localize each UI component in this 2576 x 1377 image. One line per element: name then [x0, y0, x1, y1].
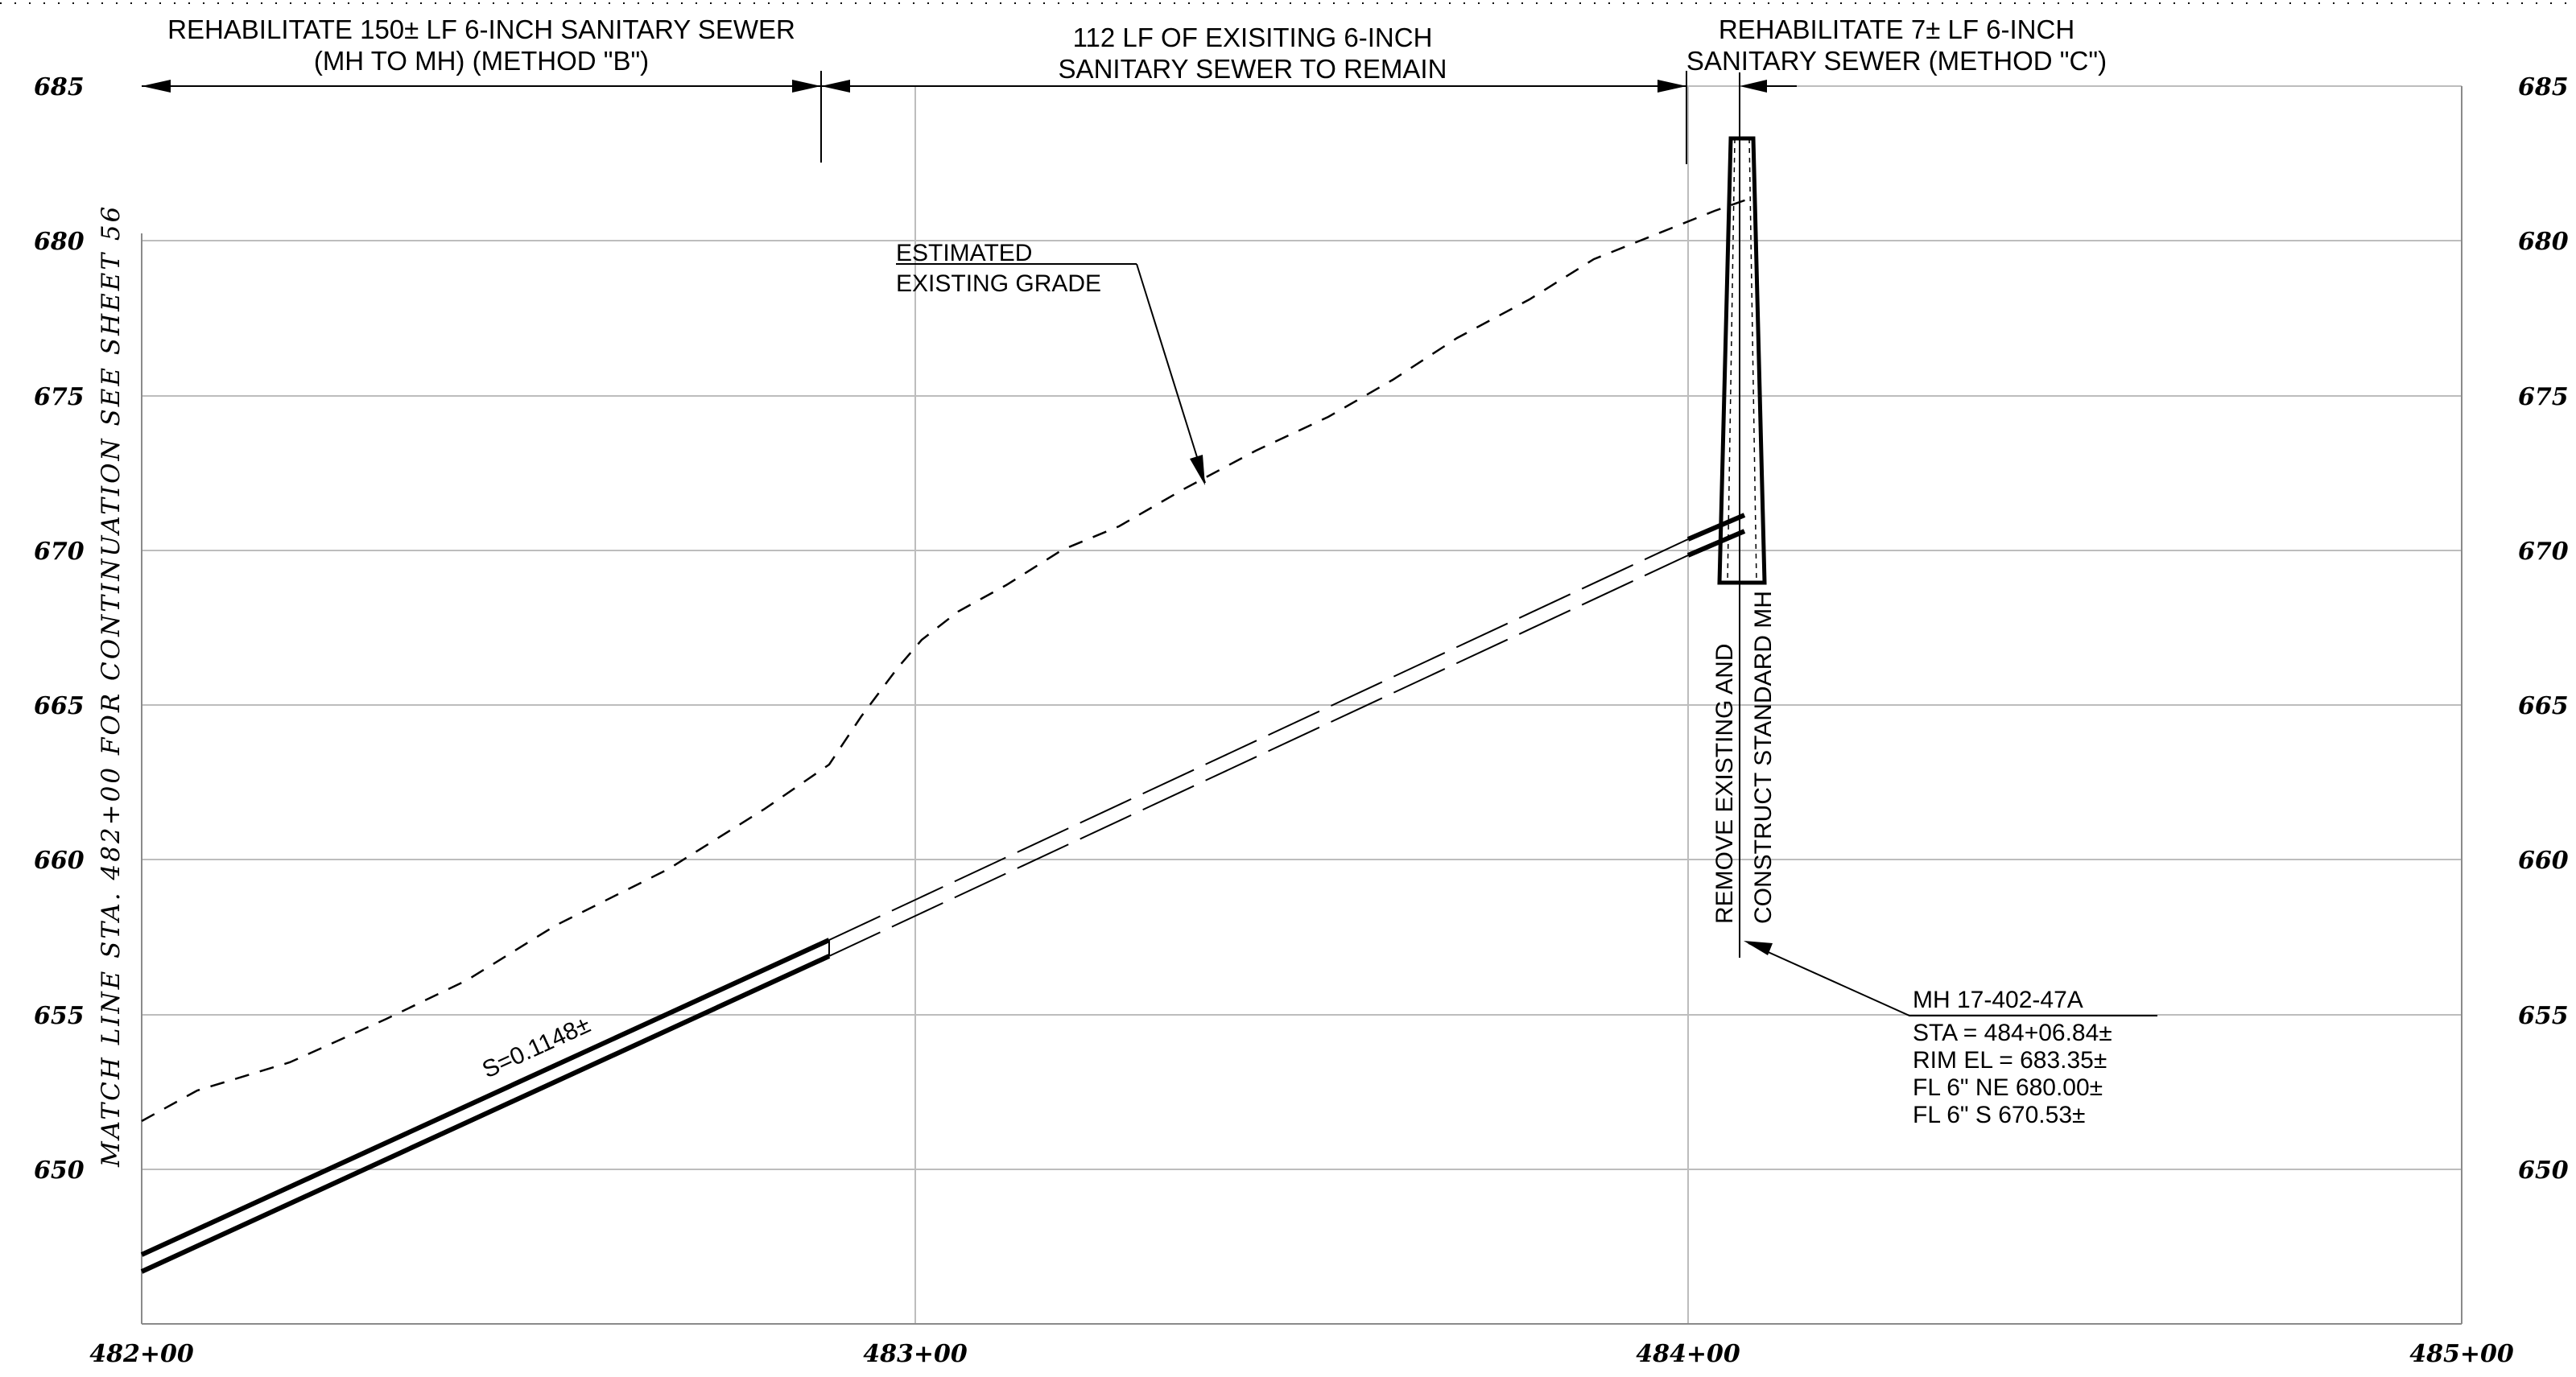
manhole-structure [1717, 136, 1767, 585]
station-label: 482+00 [89, 1340, 194, 1368]
elevation-label: 685 [34, 73, 85, 101]
elevation-label: 650 [34, 1156, 85, 1185]
elevation-label: 660 [34, 847, 85, 875]
station-label: 484+00 [1636, 1340, 1740, 1368]
elevation-label: 650 [2518, 1156, 2569, 1185]
elevation-label: 655 [2518, 1002, 2569, 1030]
dimension-notes: REHABILITATE 150± LF 6-INCH SANITARY SEW… [167, 14, 2107, 84]
method-c-note-line1: REHABILITATE 7± LF 6-INCH [1719, 14, 2074, 44]
existing-pipe-to-remain [828, 538, 1689, 957]
elevation-label: 670 [2518, 538, 2569, 566]
elevation-label: 665 [34, 692, 85, 720]
elevation-labels-left: 685 680 675 670 665 660 655 650 [34, 73, 85, 1185]
manhole-rim-elevation: RIM EL = 683.35± [1913, 1047, 2107, 1074]
manhole-note: REMOVE EXISTING AND CONSTRUCT STANDARD M… [1711, 591, 1777, 924]
grade-label: ESTIMATED EXISTING GRADE [896, 240, 1206, 485]
manhole-id: MH 17-402-47A [1913, 987, 2083, 1013]
elevation-label: 685 [2518, 73, 2569, 101]
station-label: 483+00 [863, 1340, 968, 1368]
manhole-station: STA = 484+06.84± [1913, 1020, 2112, 1046]
existing-grade-line [141, 198, 1748, 1123]
match-line-note: MATCH LINE STA. 482+00 FOR CONTINUATION … [97, 204, 126, 1168]
rehab-pipe-method-b [140, 938, 831, 1274]
grade-label-line1: ESTIMATED [896, 240, 1032, 266]
elevation-labels-right: 685 680 675 670 665 660 655 650 [2518, 73, 2569, 1185]
method-b-note-line1: REHABILITATE 150± LF 6-INCH SANITARY SEW… [167, 14, 795, 44]
manhole-note-line1: REMOVE EXISTING AND [1711, 644, 1738, 924]
manhole-callout: MH 17-402-47A STA = 484+06.84± RIM EL = … [1744, 941, 2157, 1128]
elevation-label: 665 [2518, 692, 2569, 720]
station-label: 485+00 [2409, 1340, 2514, 1368]
remain-note-line1: 112 LF OF EXISITING 6-INCH [1073, 23, 1433, 52]
elevation-label: 680 [2518, 228, 2569, 256]
dimension-lines [142, 71, 1797, 958]
manhole-flowline-s: FL 6" S 670.53± [1913, 1102, 2085, 1128]
grade-label-line2: EXISTING GRADE [896, 270, 1101, 297]
profile-grid [141, 85, 2462, 1325]
elevation-label: 675 [34, 383, 85, 411]
rehab-pipe-method-c [1686, 513, 1746, 558]
manhole-flowline-ne: FL 6" NE 680.00± [1913, 1074, 2103, 1101]
remain-note-line2: SANITARY SEWER TO REMAIN [1059, 54, 1447, 84]
manhole-note-line2: CONSTRUCT STANDARD MH [1750, 591, 1777, 924]
elevation-label: 680 [34, 228, 85, 256]
method-b-note-line2: (MH TO MH) (METHOD "B") [314, 46, 649, 76]
method-c-note-line2: SANITARY SEWER (METHOD "C") [1686, 46, 2107, 76]
elevation-label: 660 [2518, 847, 2569, 875]
elevation-label: 655 [34, 1002, 85, 1030]
elevation-label: 675 [2518, 383, 2569, 411]
elevation-label: 670 [34, 538, 85, 566]
station-labels: 482+00 483+00 484+00 485+00 [89, 1340, 2514, 1368]
